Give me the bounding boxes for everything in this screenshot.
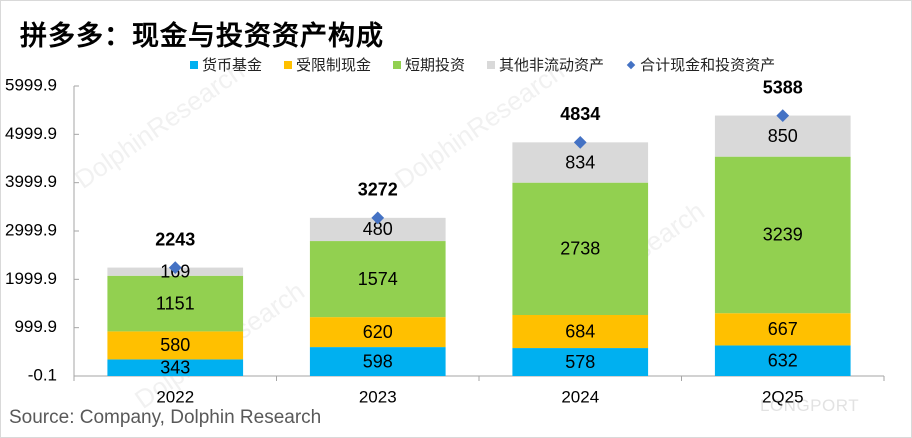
- bar-data-label: 684: [565, 321, 595, 341]
- source-note: Source: Company, Dolphin Research: [9, 407, 322, 428]
- bar-segment-money-fund: [714, 345, 851, 376]
- legend-label: 其他非流动资产: [499, 56, 605, 74]
- bar-segment-other-noncurrent: [309, 217, 446, 242]
- y-tick-label: 3999.9: [5, 172, 57, 191]
- y-tick-label: 5999.9: [5, 75, 57, 94]
- bar-segment-money-fund: [107, 359, 244, 376]
- bar-segment-short-term-investment: [107, 275, 244, 332]
- legend-swatch-money-fund: [190, 60, 198, 69]
- total-marker: [371, 211, 385, 225]
- bar-data-label: 598: [363, 351, 393, 371]
- bar-segment-restricted-cash: [107, 331, 244, 360]
- bar-data-label: 632: [768, 350, 798, 370]
- legend-label: 货币基金: [202, 56, 263, 74]
- bar-data-label: 1574: [358, 269, 398, 289]
- bar-data-label: 580: [160, 335, 190, 355]
- chart-title: 拼多多：现金与投资资产构成: [20, 21, 384, 52]
- bar-segment-other-noncurrent: [714, 115, 851, 157]
- legend: 货币基金 受限制现金 短期投资 其他非流动资产 合计现金和投资资产: [190, 54, 797, 75]
- bar-data-label: 343: [160, 357, 190, 377]
- bar-segment-other-noncurrent: [512, 142, 649, 183]
- legend-label: 合计现金和投资资产: [640, 56, 776, 74]
- bar-segment-restricted-cash: [512, 314, 649, 349]
- bar-segment-short-term-investment: [309, 241, 446, 318]
- bar-data-label: 480: [363, 219, 393, 239]
- legend-item-total: 合计现金和投资资产: [626, 54, 775, 75]
- y-tick-label: 999.9: [14, 317, 57, 336]
- x-tick-label: 2022: [156, 387, 194, 406]
- bar-segment-short-term-investment: [714, 156, 851, 314]
- bar-data-label: 620: [363, 322, 393, 342]
- bar-segment-money-fund: [512, 348, 649, 376]
- legend-label: 短期投资: [405, 56, 466, 74]
- bar-data-label: 1151: [156, 293, 195, 313]
- bar-data-label: 2738: [560, 239, 600, 259]
- y-tick-label: 1999.9: [5, 269, 57, 288]
- legend-swatch-restricted-cash: [284, 60, 293, 69]
- legend-item-restricted-cash: 受限制现金: [284, 54, 371, 75]
- longport-watermark: LONGPORT: [760, 396, 860, 415]
- y-tick-label: 2999.9: [5, 220, 57, 239]
- y-tick-label: -0.1: [28, 365, 57, 384]
- legend-label: 受限制现金: [296, 56, 372, 74]
- bar-data-label: 667: [768, 319, 798, 339]
- x-tick-label: 2Q25: [762, 387, 804, 406]
- y-tick-label: 4999.9: [5, 124, 57, 143]
- total-data-label: 4834: [560, 104, 600, 124]
- bar-segment-restricted-cash: [309, 317, 446, 348]
- bar-segment-short-term-investment: [512, 182, 649, 315]
- total-data-label: 5388: [763, 77, 803, 97]
- total-marker: [168, 261, 182, 274]
- x-tick-label: 2023: [359, 387, 397, 406]
- bar-data-label: 850: [768, 126, 798, 146]
- total-data-label: 2243: [155, 229, 195, 249]
- legend-swatch-other-noncurrent: [487, 60, 496, 69]
- legend-item-money-fund: 货币基金: [190, 54, 262, 75]
- legend-item-short-term-investment: 短期投资: [393, 54, 465, 75]
- total-data-label: 3272: [358, 180, 398, 200]
- legend-swatch-short-term-investment: [393, 60, 402, 69]
- x-tick-label: 2024: [561, 387, 599, 406]
- legend-item-other-noncurrent: 其他非流动资产: [487, 54, 604, 75]
- bar-segment-restricted-cash: [714, 313, 851, 346]
- bar-data-label: 3239: [763, 225, 803, 245]
- bar-data-label: 578: [565, 352, 595, 372]
- bar-segment-money-fund: [309, 347, 446, 376]
- bar-data-label: 834: [565, 152, 595, 172]
